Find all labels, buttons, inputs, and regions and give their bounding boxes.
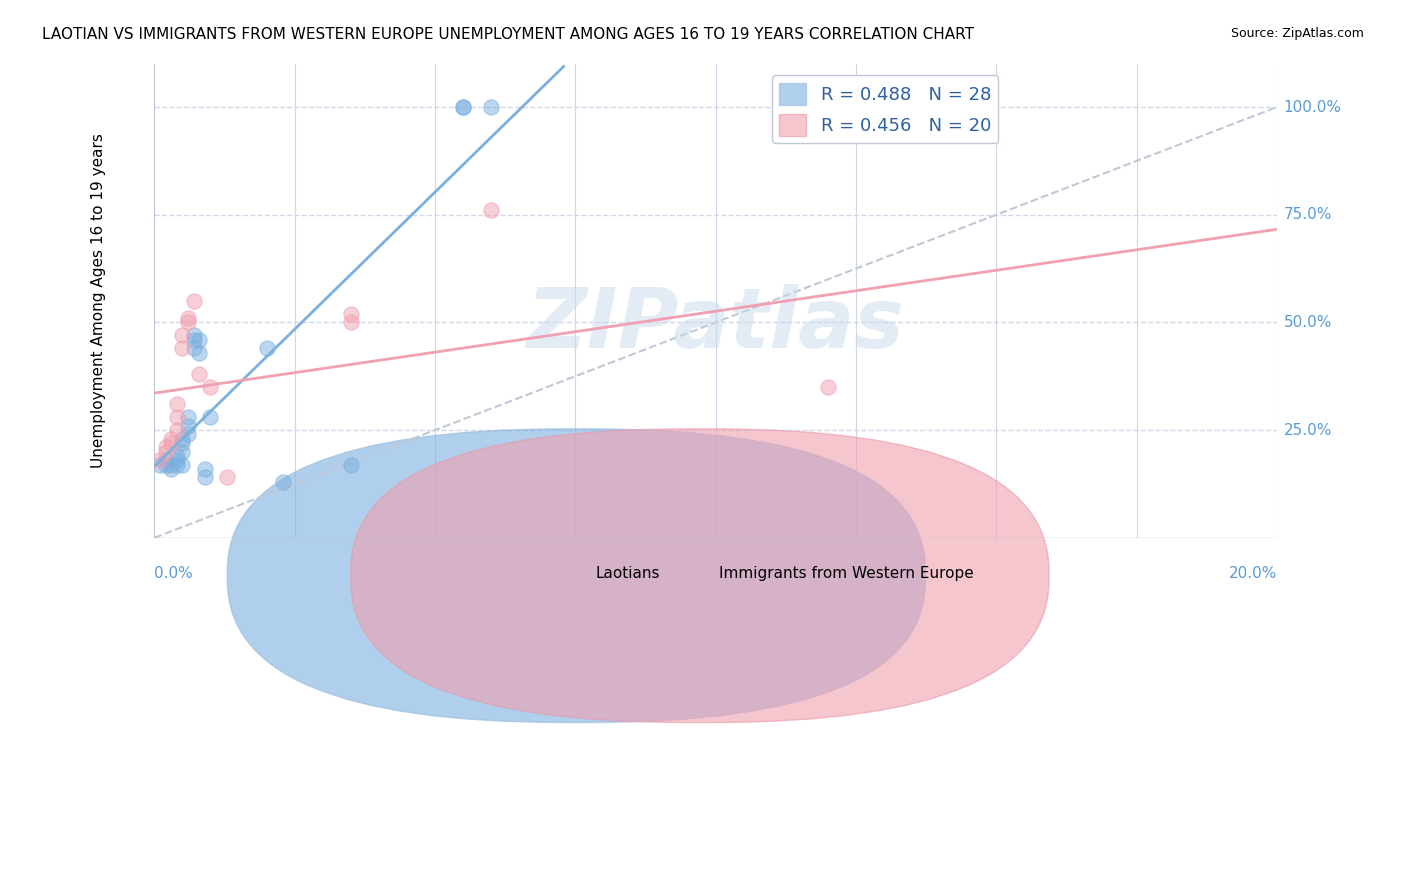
Text: 25.0%: 25.0% <box>1284 423 1331 438</box>
Point <box>451 100 474 114</box>
Point <box>155 458 177 472</box>
Point <box>273 475 295 489</box>
Point <box>817 380 839 394</box>
Text: 0.0%: 0.0% <box>155 566 193 582</box>
Point <box>160 462 183 476</box>
Point <box>166 453 188 467</box>
Point <box>166 458 188 472</box>
Text: Unemployment Among Ages 16 to 19 years: Unemployment Among Ages 16 to 19 years <box>90 134 105 468</box>
Text: 75.0%: 75.0% <box>1284 207 1331 222</box>
Text: Laotians: Laotians <box>596 566 659 581</box>
Point <box>188 345 211 359</box>
Text: LAOTIAN VS IMMIGRANTS FROM WESTERN EUROPE UNEMPLOYMENT AMONG AGES 16 TO 19 YEARS: LAOTIAN VS IMMIGRANTS FROM WESTERN EUROP… <box>42 27 974 42</box>
Point <box>188 367 211 381</box>
Text: Source: ZipAtlas.com: Source: ZipAtlas.com <box>1230 27 1364 40</box>
Point <box>172 444 194 458</box>
Point <box>155 453 177 467</box>
Point <box>172 328 194 343</box>
Point <box>172 432 194 446</box>
Point <box>160 458 183 472</box>
Point <box>166 423 188 437</box>
Point <box>155 444 177 458</box>
Point <box>155 440 177 454</box>
Point <box>183 333 205 347</box>
Point <box>177 427 200 442</box>
Point <box>339 458 361 472</box>
Point <box>160 432 183 446</box>
FancyBboxPatch shape <box>228 429 925 723</box>
Point <box>451 100 474 114</box>
Point <box>172 458 194 472</box>
Point <box>166 410 188 425</box>
Point <box>183 293 205 308</box>
Point <box>177 410 200 425</box>
Point <box>217 470 239 484</box>
Point <box>194 462 217 476</box>
Legend: R = 0.488   N = 28, R = 0.456   N = 20: R = 0.488 N = 28, R = 0.456 N = 20 <box>772 76 998 143</box>
Point <box>149 458 172 472</box>
Point <box>183 341 205 355</box>
Point <box>166 397 188 411</box>
Point <box>166 449 188 463</box>
Point <box>339 315 361 329</box>
Point <box>172 341 194 355</box>
Point <box>479 100 502 114</box>
Point <box>149 453 172 467</box>
Point <box>256 341 278 355</box>
Point <box>177 311 200 326</box>
Point <box>200 380 222 394</box>
Point <box>200 410 222 425</box>
Point <box>183 328 205 343</box>
FancyBboxPatch shape <box>350 429 1049 723</box>
Point <box>188 333 211 347</box>
Text: 50.0%: 50.0% <box>1284 315 1331 330</box>
Point <box>339 307 361 321</box>
Text: 20.0%: 20.0% <box>1229 566 1277 582</box>
Text: Immigrants from Western Europe: Immigrants from Western Europe <box>718 566 974 581</box>
Text: ZIPatlas: ZIPatlas <box>527 284 904 365</box>
Point <box>160 436 183 450</box>
Point <box>177 315 200 329</box>
Point <box>177 418 200 433</box>
Point <box>194 470 217 484</box>
Point <box>172 436 194 450</box>
Text: 100.0%: 100.0% <box>1284 100 1341 115</box>
Point <box>479 203 502 218</box>
